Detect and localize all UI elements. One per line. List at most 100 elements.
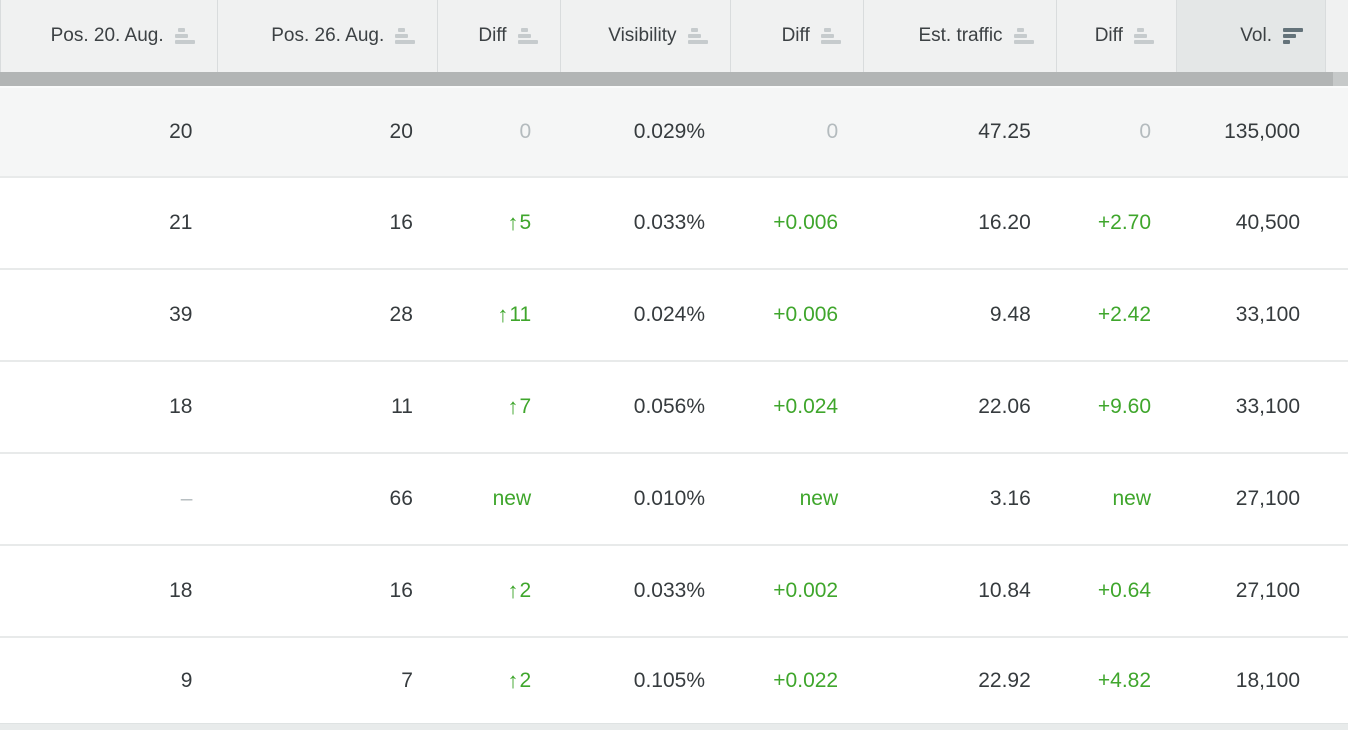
up-arrow-icon: ↑ bbox=[507, 578, 519, 603]
traffic-diff-cell: new bbox=[1112, 487, 1152, 510]
traffic-diff-cell: +2.70 bbox=[1097, 211, 1152, 234]
table-row[interactable]: 21 16 ↑ 5 0.033% +0.006 16.20 +2.70 40,500 bbox=[0, 176, 1348, 268]
diff-value: 7 bbox=[519, 395, 532, 418]
traffic-diff-cell: +4.82 bbox=[1097, 668, 1152, 692]
column-label: Vol. bbox=[1240, 25, 1272, 46]
pos-aug20-cell: 20 bbox=[169, 120, 193, 143]
sort-ascending-icon bbox=[820, 28, 841, 44]
visibility-cell: 0.033% bbox=[633, 211, 705, 234]
column-header-traffic-diff[interactable]: Diff bbox=[1055, 0, 1176, 72]
sort-ascending-icon bbox=[1013, 28, 1034, 44]
pos-aug26-cell: 16 bbox=[389, 211, 413, 234]
pos-diff-cell: 0 bbox=[519, 120, 532, 143]
table-row[interactable]: 39 28 ↑ 11 0.024% +0.006 9.48 +2.42 33,100 bbox=[0, 268, 1348, 360]
pos-aug26-cell: 16 bbox=[389, 579, 413, 602]
visibility-cell: 0.010% bbox=[633, 487, 705, 510]
row-filler bbox=[1324, 88, 1348, 176]
visibility-diff-cell: new bbox=[799, 487, 839, 510]
row-filler bbox=[1324, 362, 1348, 452]
volume-cell: 18,100 bbox=[1235, 668, 1301, 692]
pos-diff-cell: ↑ 2 bbox=[437, 638, 559, 723]
traffic-diff-cell: 0 bbox=[1139, 120, 1152, 143]
est-traffic-cell: 3.16 bbox=[989, 487, 1031, 510]
visibility-diff-cell: +0.024 bbox=[773, 395, 839, 418]
pos-aug26-cell: 28 bbox=[389, 303, 413, 326]
column-label: Diff bbox=[781, 25, 810, 46]
column-header-visibility-diff[interactable]: Diff bbox=[729, 0, 863, 72]
pos-diff-cell: new bbox=[492, 487, 532, 510]
column-label: Diff bbox=[1094, 25, 1123, 46]
visibility-diff-cell: +0.006 bbox=[773, 303, 839, 326]
sort-ascending-icon bbox=[687, 28, 708, 44]
up-arrow-icon: ↑ bbox=[497, 302, 509, 327]
column-header-pos-26-aug[interactable]: Pos. 26. Aug. bbox=[216, 0, 438, 72]
table-row[interactable]: 9 7 ↑ 2 0.105% +0.022 22.92 +4.82 18,100 bbox=[0, 636, 1348, 723]
horizontal-scrollbar-thumb[interactable] bbox=[0, 72, 1333, 86]
volume-cell: 33,100 bbox=[1235, 395, 1301, 418]
column-label: Est. traffic bbox=[918, 25, 1003, 46]
horizontal-scrollbar-track[interactable] bbox=[0, 72, 1348, 86]
pos-diff-cell: ↑ 2 bbox=[437, 546, 559, 636]
pos-diff-cell: ↑ 5 bbox=[437, 178, 559, 268]
pos-aug20-cell: 9 bbox=[180, 668, 193, 692]
visibility-cell: 0.033% bbox=[633, 579, 705, 602]
pos-aug20-cell: 18 bbox=[169, 579, 193, 602]
up-arrow-icon: ↑ bbox=[507, 667, 519, 693]
row-filler bbox=[1324, 546, 1348, 636]
traffic-diff-cell: +9.60 bbox=[1097, 395, 1152, 418]
volume-cell: 40,500 bbox=[1235, 211, 1301, 234]
pos-aug20-cell: 21 bbox=[169, 211, 193, 234]
table-row[interactable]: 18 16 ↑ 2 0.033% +0.002 10.84 +0.64 27,100 bbox=[0, 544, 1348, 636]
sort-ascending-icon bbox=[1133, 28, 1154, 44]
column-label: Pos. 26. Aug. bbox=[271, 25, 385, 46]
est-traffic-cell: 47.25 bbox=[978, 120, 1031, 143]
visibility-cell: 0.105% bbox=[633, 668, 705, 692]
sort-ascending-icon bbox=[174, 28, 195, 44]
sort-descending-icon bbox=[1282, 28, 1303, 44]
column-header-est-traffic[interactable]: Est. traffic bbox=[862, 0, 1056, 72]
column-header-volume-active-sort[interactable]: Vol. bbox=[1175, 0, 1325, 72]
visibility-cell: 0.024% bbox=[633, 303, 705, 326]
table-header-row: Pos. 20. Aug. Pos. 26. Aug. Diff Visibil… bbox=[0, 0, 1348, 72]
pos-aug20-cell: – bbox=[180, 487, 193, 510]
up-arrow-icon: ↑ bbox=[507, 394, 519, 419]
visibility-diff-cell: 0 bbox=[826, 120, 839, 143]
visibility-diff-cell: +0.006 bbox=[773, 211, 839, 234]
row-filler bbox=[1324, 270, 1348, 360]
est-traffic-cell: 9.48 bbox=[989, 303, 1031, 326]
pos-aug26-cell: 20 bbox=[389, 120, 413, 143]
pos-diff-cell: ↑ 11 bbox=[437, 270, 559, 360]
pos-aug26-cell: 7 bbox=[401, 668, 413, 692]
sort-ascending-icon bbox=[395, 28, 416, 44]
column-header-pos-20-aug[interactable]: Pos. 20. Aug. bbox=[0, 0, 217, 72]
diff-value: 5 bbox=[519, 211, 532, 234]
table-row[interactable]: 18 11 ↑ 7 0.056% +0.024 22.06 +9.60 33,100 bbox=[0, 360, 1348, 452]
up-arrow-icon: ↑ bbox=[507, 210, 519, 235]
table-row[interactable]: 20 20 0 0.029% 0 47.25 0 135,000 bbox=[0, 86, 1348, 176]
column-header-visibility[interactable]: Visibility bbox=[559, 0, 730, 72]
pos-aug26-cell: 11 bbox=[391, 395, 413, 418]
row-filler bbox=[1324, 178, 1348, 268]
pos-aug26-cell: 66 bbox=[389, 487, 413, 510]
diff-value: 2 bbox=[519, 579, 532, 602]
table-body: 20 20 0 0.029% 0 47.25 0 135,000 21 16 ↑ 5 0.033% +0.… bbox=[0, 86, 1348, 723]
traffic-diff-cell: +0.64 bbox=[1097, 579, 1152, 602]
sort-ascending-icon bbox=[517, 28, 538, 44]
table-row[interactable]: – 66 new 0.010% new 3.16 new 27,100 bbox=[0, 452, 1348, 544]
est-traffic-cell: 22.06 bbox=[978, 395, 1031, 418]
visibility-cell: 0.029% bbox=[633, 120, 705, 143]
column-label: Diff bbox=[478, 25, 507, 46]
volume-cell: 33,100 bbox=[1235, 303, 1301, 326]
column-header-next-cropped bbox=[1324, 0, 1348, 72]
volume-cell: 135,000 bbox=[1224, 120, 1301, 143]
volume-cell: 27,100 bbox=[1235, 579, 1301, 602]
next-row-cropped-edge bbox=[0, 723, 1348, 730]
diff-value: 2 bbox=[519, 668, 532, 692]
column-header-pos-diff[interactable]: Diff bbox=[437, 0, 559, 72]
volume-cell: 27,100 bbox=[1235, 487, 1301, 510]
diff-value: 11 bbox=[509, 303, 532, 326]
est-traffic-cell: 22.92 bbox=[978, 668, 1031, 692]
visibility-cell: 0.056% bbox=[633, 395, 705, 418]
est-traffic-cell: 16.20 bbox=[978, 211, 1031, 234]
